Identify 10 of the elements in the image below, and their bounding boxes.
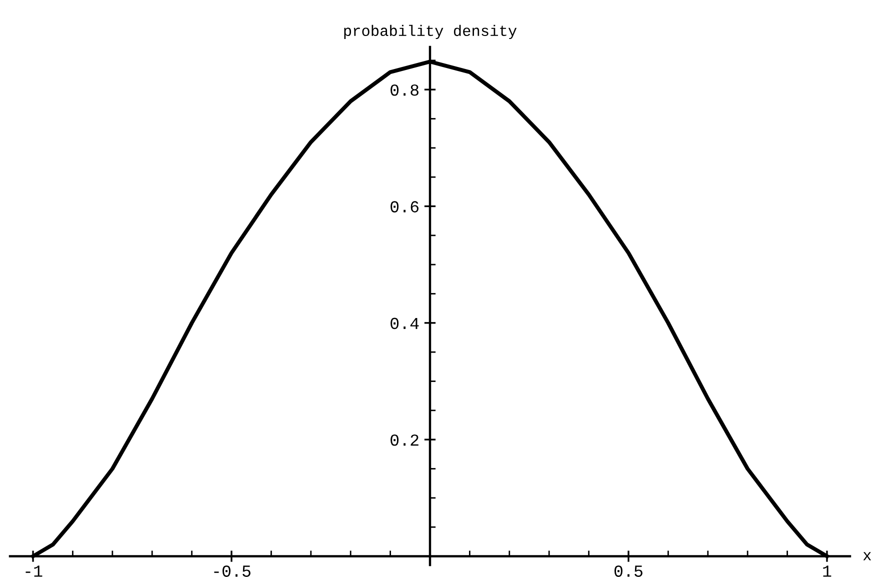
y-tick-label: 0.6	[390, 201, 418, 212]
y-tick-label: 0.4	[390, 318, 419, 330]
x-axis-title: x	[863, 552, 872, 560]
chart-title: probability density	[344, 24, 517, 40]
x-tick-label: -1	[26, 566, 42, 577]
x-tick-label: 1	[823, 566, 832, 577]
x-tick-label: 0.5	[614, 566, 642, 577]
y-tick-label: 0.2	[390, 434, 418, 446]
y-tick-label: 0.8	[390, 84, 418, 96]
x-tick-label: -0.5	[214, 566, 250, 577]
